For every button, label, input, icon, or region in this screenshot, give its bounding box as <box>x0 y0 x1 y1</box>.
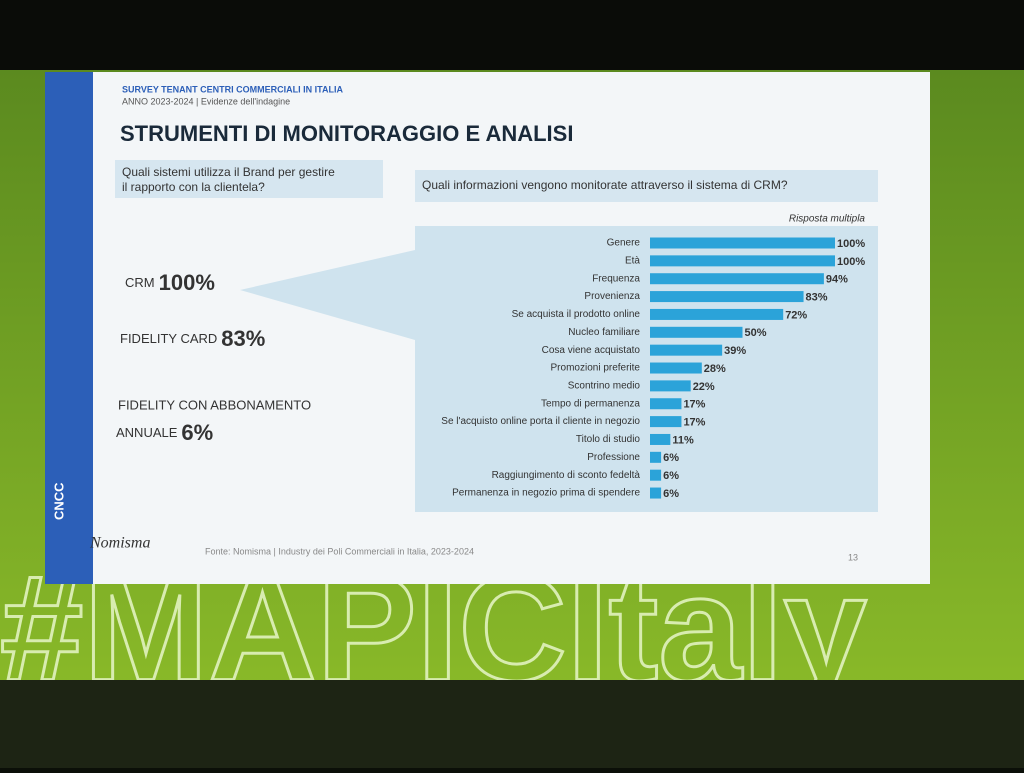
value-label: 6% <box>663 470 679 482</box>
value-label: 50% <box>745 327 767 339</box>
kpi: ANNUALE 6% <box>116 420 213 445</box>
edition: ANNO 2023-2024 | Evidenze dell'indagine <box>122 96 290 106</box>
kpi: CRM 100% <box>125 270 215 295</box>
bar <box>650 255 835 267</box>
question-box <box>115 160 383 198</box>
category-label: Cosa viene acquistato <box>542 345 641 356</box>
category-label: Se l'acquisto online porta il cliente in… <box>441 416 640 427</box>
bar <box>650 237 835 249</box>
kpi-label: FIDELITY CON ABBONAMENTO <box>118 397 311 412</box>
bar <box>650 344 723 356</box>
kpi-value: 6% <box>181 420 213 445</box>
value-label: 17% <box>683 417 705 429</box>
category-label: Professione <box>587 452 640 463</box>
category-label: Se acquista il prodotto online <box>512 309 641 320</box>
category-label: Genere <box>607 238 641 249</box>
footer-logo: Nomisma <box>89 535 150 552</box>
side-logo: CNCC <box>51 482 66 520</box>
kpi-label: FIDELITY CARD <box>120 331 217 346</box>
value-label: 39% <box>724 345 746 357</box>
value-label: 17% <box>683 399 705 411</box>
kpi: FIDELITY CARD 83% <box>120 326 265 351</box>
bar <box>650 291 804 303</box>
category-label: Scontrino medio <box>568 381 641 392</box>
chart-subtitle: Risposta multipla <box>789 214 866 225</box>
footer-source: Fonte: Nomisma | Industry dei Poli Comme… <box>205 546 474 556</box>
value-label: 94% <box>826 274 848 286</box>
question: Quali sistemi utilizza il Brand per gest… <box>122 165 335 179</box>
value-label: 6% <box>663 452 679 464</box>
bar <box>650 362 702 374</box>
bar <box>650 326 743 338</box>
bar <box>650 433 671 445</box>
category-label: Promozioni preferite <box>551 363 641 374</box>
bar <box>650 273 824 285</box>
category-label: Permanenza in negozio prima di spendere <box>452 488 640 499</box>
kpi-label: CRM <box>125 275 155 290</box>
audience <box>0 680 1024 768</box>
slide-title: STRUMENTI DI MONITORAGGIO E ANALISI <box>120 121 573 146</box>
value-label: 100% <box>837 238 865 250</box>
chart-question-box <box>415 170 878 202</box>
value-label: 28% <box>704 363 726 375</box>
category-label: Frequenza <box>592 273 640 284</box>
question: il rapporto con la clientela? <box>122 180 265 194</box>
category-label: Provenienza <box>584 291 640 302</box>
kpi-value: 100% <box>159 270 215 295</box>
bar <box>650 380 691 392</box>
value-label: 22% <box>693 381 715 393</box>
value-label: 11% <box>672 434 694 446</box>
bar <box>650 416 682 428</box>
kpi-label: ANNUALE <box>116 425 178 440</box>
value-label: 6% <box>663 488 679 500</box>
bar <box>650 308 784 320</box>
category-label: Nucleo familiare <box>568 327 640 338</box>
category-label: Età <box>625 256 640 267</box>
value-label: 83% <box>806 291 828 303</box>
page-number: 13 <box>848 552 858 562</box>
bar <box>650 469 662 481</box>
ceiling <box>0 0 1024 70</box>
bar-chart: Genere 100% Età 100% Frequenza 94% Provenienza… <box>441 237 865 500</box>
side-bar <box>45 72 93 584</box>
kpi-value: 83% <box>221 326 265 351</box>
category-label: Tempo di permanenza <box>541 398 640 409</box>
value-label: 100% <box>837 256 865 268</box>
survey: SURVEY TENANT CENTRI COMMERCIALI IN ITAL… <box>122 84 344 94</box>
category-label: Raggiungimento di sconto fedeltà <box>492 470 641 481</box>
bar <box>650 451 662 463</box>
bar <box>650 487 662 499</box>
value-label: 72% <box>785 309 807 321</box>
bar <box>650 398 682 410</box>
category-label: Titolo di studio <box>576 434 641 445</box>
chart-title: Quali informazioni vengono monitorate at… <box>422 178 788 192</box>
